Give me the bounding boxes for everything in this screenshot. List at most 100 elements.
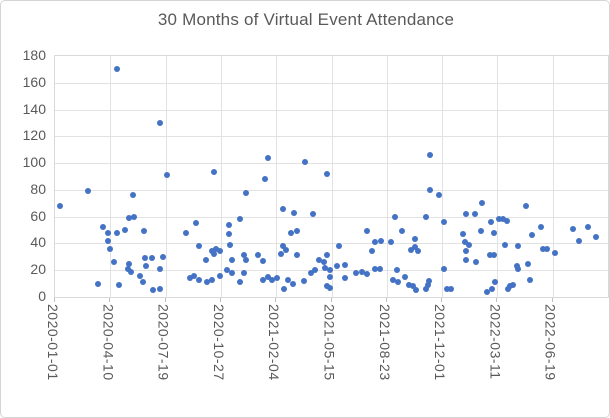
plot-area xyxy=(54,55,609,298)
data-point xyxy=(466,241,473,248)
x-tick-label: 2021-08-23 xyxy=(376,304,393,381)
v-gridline xyxy=(331,56,333,297)
data-point xyxy=(156,119,163,126)
data-point xyxy=(322,264,329,271)
data-point xyxy=(254,252,261,259)
data-point xyxy=(280,243,287,250)
x-tick-mark xyxy=(330,298,332,302)
data-point xyxy=(129,192,136,199)
x-tick-label: 2021-02-04 xyxy=(266,304,283,381)
data-point xyxy=(592,233,599,240)
data-point xyxy=(210,169,217,176)
x-tick-label: 2021-12-01 xyxy=(432,304,449,381)
y-tick-label: 180 xyxy=(22,47,46,63)
data-point xyxy=(335,243,342,250)
data-point xyxy=(210,251,217,258)
data-point xyxy=(274,275,281,282)
data-point xyxy=(94,280,101,287)
data-point xyxy=(142,263,149,270)
data-point xyxy=(484,288,491,295)
data-point xyxy=(264,273,271,280)
data-point xyxy=(105,229,112,236)
data-point xyxy=(111,259,118,266)
data-point xyxy=(447,285,454,292)
data-point xyxy=(216,272,223,279)
data-point xyxy=(422,285,429,292)
data-point xyxy=(301,277,308,284)
data-point xyxy=(585,224,592,231)
v-gridline xyxy=(386,56,388,297)
data-point xyxy=(115,281,122,288)
data-point xyxy=(334,263,341,270)
data-point xyxy=(293,228,300,235)
x-tick-label: 2021-05-15 xyxy=(321,304,338,381)
data-point xyxy=(140,279,147,286)
data-point xyxy=(412,236,418,243)
data-point xyxy=(495,216,502,223)
data-point xyxy=(492,279,499,286)
x-tick-mark xyxy=(219,298,221,302)
data-point xyxy=(288,229,295,236)
data-point xyxy=(327,267,334,274)
data-point xyxy=(212,245,219,252)
data-point xyxy=(327,284,334,291)
data-point xyxy=(157,265,164,272)
data-point xyxy=(500,216,507,223)
data-point xyxy=(506,283,513,290)
v-gridline xyxy=(497,56,499,297)
data-point xyxy=(195,276,202,283)
data-point xyxy=(278,251,285,258)
data-point xyxy=(477,228,484,235)
data-point xyxy=(204,279,211,286)
data-point xyxy=(364,228,371,235)
data-point xyxy=(228,256,235,263)
data-point xyxy=(243,189,250,196)
data-point xyxy=(324,283,331,290)
data-point xyxy=(426,277,433,284)
data-point xyxy=(291,209,298,216)
data-point xyxy=(490,229,497,236)
data-point xyxy=(525,260,532,267)
data-point xyxy=(223,267,230,274)
x-tick-mark xyxy=(109,298,111,302)
x-tick-label: 2020-10-27 xyxy=(210,304,227,381)
data-point xyxy=(193,220,199,227)
data-point xyxy=(358,268,365,275)
data-point xyxy=(575,237,582,244)
data-point xyxy=(56,202,63,209)
data-point xyxy=(390,276,397,283)
data-point xyxy=(504,217,511,224)
data-point xyxy=(459,231,466,238)
data-point xyxy=(226,241,233,248)
data-point xyxy=(462,256,469,263)
data-point xyxy=(537,224,544,231)
data-point xyxy=(259,257,266,264)
data-point xyxy=(148,255,155,262)
data-point xyxy=(523,202,530,209)
v-gridline xyxy=(442,56,444,297)
data-point xyxy=(479,200,486,207)
data-point xyxy=(128,268,135,275)
data-point xyxy=(527,276,534,283)
data-point xyxy=(490,252,497,259)
data-point xyxy=(515,243,522,250)
x-tick-label: 2020-01-01 xyxy=(45,304,61,381)
x-tick-label: 2020-04-10 xyxy=(100,304,117,381)
data-point xyxy=(427,186,434,193)
v-gridline xyxy=(276,56,278,297)
data-point xyxy=(392,213,399,220)
v-gridline xyxy=(220,56,222,297)
x-tick-label: 2020-07-19 xyxy=(155,304,172,381)
data-point xyxy=(402,273,409,280)
data-point xyxy=(320,259,327,266)
data-point xyxy=(353,269,360,276)
data-point xyxy=(150,287,157,294)
data-point xyxy=(285,276,292,283)
data-point xyxy=(261,176,268,183)
data-point xyxy=(283,247,290,254)
data-point xyxy=(472,259,479,266)
data-point xyxy=(368,248,375,255)
data-point xyxy=(371,265,378,272)
data-point xyxy=(237,216,244,223)
data-point xyxy=(415,248,422,255)
